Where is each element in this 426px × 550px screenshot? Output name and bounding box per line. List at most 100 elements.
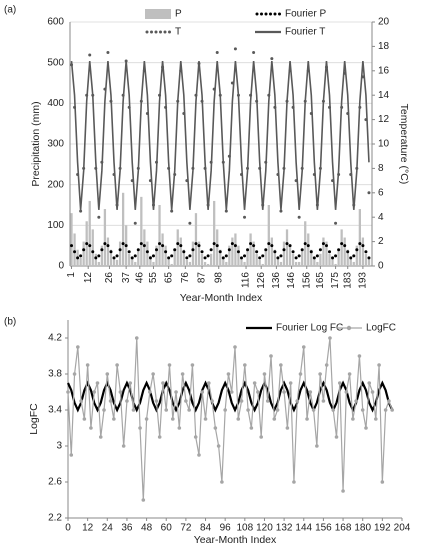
- x-axis-title: Year-Month Index: [180, 292, 263, 304]
- data-point: [288, 244, 292, 248]
- data-point: [346, 250, 350, 254]
- data-point: [136, 248, 140, 252]
- data-point: [328, 336, 332, 340]
- legend-swatch: [163, 30, 167, 34]
- bar: [331, 257, 334, 266]
- x-tick-label: 144: [295, 523, 312, 534]
- data-point: [197, 453, 201, 457]
- bar: [279, 261, 283, 266]
- legend-label: LogFC: [366, 323, 396, 334]
- bar: [288, 245, 292, 266]
- data-point: [76, 256, 80, 260]
- bar: [346, 249, 349, 266]
- data-point: [224, 209, 228, 213]
- data-point: [207, 381, 211, 385]
- data-point: [305, 417, 309, 421]
- bar: [115, 259, 119, 266]
- bar: [97, 261, 100, 266]
- x-tick-label: 76: [180, 272, 191, 284]
- y2-tick-label: 6: [378, 187, 384, 198]
- x-tick-label: 12: [82, 523, 94, 534]
- data-point: [246, 248, 250, 252]
- data-point: [334, 221, 338, 225]
- bar: [301, 249, 304, 266]
- data-point: [79, 254, 83, 258]
- x-tick-label: 108: [236, 523, 253, 534]
- data-point: [170, 254, 174, 258]
- x-tick-label: 87: [197, 272, 208, 284]
- data-point: [246, 408, 250, 412]
- data-point: [252, 244, 256, 248]
- x-tick-label: 37: [121, 272, 132, 284]
- series-line: [66, 380, 394, 413]
- x-tick-label: 98: [213, 272, 224, 284]
- bar: [367, 257, 371, 266]
- data-point: [161, 381, 165, 385]
- bar: [128, 253, 131, 266]
- bar: [298, 261, 301, 266]
- data-point: [300, 248, 304, 252]
- data-point: [193, 435, 198, 439]
- legend-swatch: [145, 9, 171, 19]
- data-point: [282, 390, 286, 394]
- data-point: [191, 248, 195, 252]
- data-point: [282, 248, 286, 252]
- data-point: [364, 250, 368, 254]
- legend-swatch: [145, 30, 149, 34]
- data-point: [220, 480, 224, 484]
- y-tick-label: 2.6: [48, 477, 62, 488]
- data-point: [66, 390, 70, 394]
- data-point: [294, 256, 298, 260]
- data-point: [124, 244, 128, 248]
- data-point: [154, 399, 159, 403]
- data-point: [383, 408, 388, 412]
- data-point: [89, 426, 93, 430]
- legend-swatch: [150, 30, 153, 34]
- bar: [82, 241, 85, 266]
- bar: [294, 261, 298, 266]
- bar: [264, 249, 267, 266]
- data-point: [337, 248, 341, 252]
- x-tick-label: 146: [286, 272, 297, 289]
- data-point: [236, 250, 240, 254]
- series-line: [67, 337, 393, 501]
- bar: [155, 245, 158, 266]
- y2-tick-label: 4: [378, 212, 384, 223]
- legend-swatch: [154, 30, 158, 34]
- bar: [237, 245, 240, 266]
- data-point: [275, 408, 280, 412]
- bar: [121, 192, 125, 266]
- data-point: [318, 248, 322, 252]
- data-point: [315, 444, 319, 448]
- data-point: [252, 51, 256, 54]
- x-tick-label: 168: [335, 523, 352, 534]
- y-tick-label: 3.8: [48, 369, 62, 380]
- data-point: [306, 244, 310, 248]
- data-point: [261, 254, 265, 258]
- data-point: [331, 256, 335, 260]
- data-point: [243, 254, 247, 258]
- bar: [216, 229, 219, 266]
- bar: [106, 237, 110, 266]
- legend-label: T: [175, 27, 181, 38]
- data-point: [355, 248, 359, 252]
- bar: [273, 249, 277, 266]
- data-point: [218, 250, 222, 254]
- data-point: [210, 399, 214, 403]
- legend-swatch: [159, 30, 162, 34]
- bar: [276, 257, 280, 266]
- bar: [100, 245, 104, 266]
- data-point: [243, 363, 247, 367]
- bar: [231, 237, 234, 266]
- data-point: [297, 254, 301, 258]
- data-point: [180, 372, 185, 376]
- bar: [355, 245, 358, 266]
- y-tick-label: 0: [58, 261, 64, 272]
- bar: [170, 263, 173, 266]
- data-point: [309, 250, 313, 254]
- y2-tick-label: 2: [378, 236, 384, 247]
- bar: [152, 261, 155, 266]
- panel-label: (b): [4, 317, 16, 328]
- data-point: [97, 215, 101, 219]
- bar: [249, 233, 252, 266]
